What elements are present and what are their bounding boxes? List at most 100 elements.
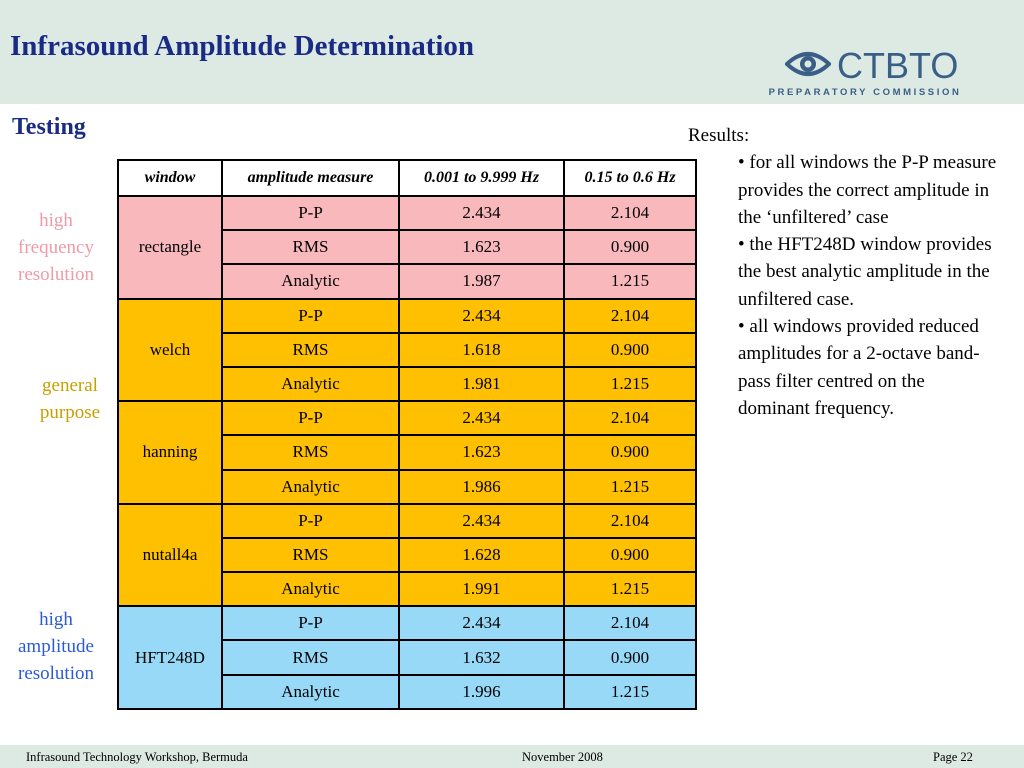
window-cell: rectangle	[117, 195, 223, 300]
value-cell: 2.104	[563, 400, 697, 437]
table-row: HFT248D P-P 2.434 2.104	[117, 605, 697, 710]
measure-cell: P-P	[221, 400, 400, 437]
group-rectangle: rectangle P-P 2.434 2.104 RMS 1.623 0.90…	[117, 194, 697, 300]
table-row: Analytic 1.996 1.215	[118, 673, 697, 710]
slide-title: Infrasound Amplitude Determination	[10, 30, 475, 62]
value-cell: 0.900	[563, 639, 697, 676]
results-heading: Results:	[688, 125, 750, 146]
table-row: Analytic 1.987 1.215	[118, 263, 697, 300]
value-cell: 1.986	[398, 468, 565, 505]
label-line: frequency	[18, 237, 94, 258]
measure-cell: RMS	[221, 536, 400, 574]
footer-date: November 2008	[522, 750, 603, 764]
value-cell: 2.434	[398, 502, 565, 539]
value-cell: 1.981	[398, 365, 565, 403]
header-band-full: 0.001 to 9.999 Hz	[398, 159, 565, 197]
section-heading: Testing	[12, 114, 86, 140]
value-cell: 2.434	[398, 194, 565, 232]
group-nutall4a: nutall4a P-P 2.434 2.104 RMS 1.628 0.900…	[117, 502, 697, 608]
table-row: rectangle P-P 2.434 2.104	[117, 194, 697, 300]
value-cell: 2.434	[398, 297, 565, 334]
value-cell: 1.215	[563, 673, 697, 710]
value-cell: 0.900	[563, 229, 697, 266]
table-header-row: window amplitude measure 0.001 to 9.999 …	[117, 159, 697, 197]
label-line: high	[39, 609, 73, 630]
result-item: • for all windows the P-P measure provid…	[738, 152, 997, 228]
value-cell: 1.215	[563, 468, 697, 505]
table-row: hanning P-P 2.434 2.104	[117, 400, 697, 505]
label-line: general	[42, 375, 98, 396]
footer-bar: Infrasound Technology Workshop, Bermuda …	[0, 745, 1024, 768]
value-cell: 1.991	[398, 571, 565, 608]
table-row: nutall4a P-P 2.434 2.104	[117, 502, 697, 608]
window-cell: welch	[117, 297, 223, 403]
value-cell: 2.434	[398, 605, 565, 642]
value-cell: 2.104	[563, 502, 697, 539]
window-cell: hanning	[117, 400, 223, 505]
value-cell: 1.618	[398, 331, 565, 368]
label-line: high	[39, 210, 73, 231]
table-row: Analytic 1.986 1.215	[118, 468, 697, 505]
measure-cell: P-P	[221, 297, 400, 334]
measure-cell: P-P	[221, 194, 400, 232]
measure-cell: P-P	[221, 605, 400, 642]
table-row: RMS 1.628 0.900	[118, 536, 697, 574]
table-row: RMS 1.618 0.900	[118, 331, 697, 368]
label-high-frequency-resolution: high frequency resolution	[6, 207, 106, 288]
value-cell: 1.623	[398, 229, 565, 266]
value-cell: 2.434	[398, 400, 565, 437]
label-general-purpose: general purpose	[20, 372, 120, 426]
table-row: RMS 1.623 0.900	[118, 434, 697, 471]
value-cell: 1.215	[563, 365, 697, 403]
measure-cell: P-P	[221, 502, 400, 539]
label-line: purpose	[39, 402, 101, 423]
measure-cell: Analytic	[221, 571, 400, 608]
logo-subtitle: PREPARATORY COMMISSION	[768, 87, 962, 98]
footer-event: Infrasound Technology Workshop, Bermuda	[26, 750, 248, 764]
header-amplitude-measure: amplitude measure	[221, 159, 400, 197]
header-bar: Infrasound Amplitude Determination CTBTO…	[0, 0, 1024, 104]
ctbto-logo: CTBTO PREPARATORY COMMISSION	[769, 42, 975, 102]
value-cell: 1.215	[563, 263, 697, 300]
value-cell: 1.623	[398, 434, 565, 471]
value-cell: 1.215	[563, 571, 697, 608]
label-high-amplitude-resolution: high amplitude resolution	[6, 606, 106, 687]
value-cell: 1.996	[398, 673, 565, 710]
result-item: • all windows provided reduced amplitude…	[738, 316, 980, 419]
measure-cell: Analytic	[221, 468, 400, 505]
label-line: amplitude	[18, 636, 94, 657]
table-row: RMS 1.632 0.900	[118, 639, 697, 676]
value-cell: 1.987	[398, 263, 565, 300]
table-row: RMS 1.623 0.900	[118, 229, 697, 266]
value-cell: 0.900	[563, 434, 697, 471]
window-cell: nutall4a	[117, 502, 223, 608]
value-cell: 0.900	[563, 331, 697, 368]
header-window: window	[117, 159, 223, 197]
measure-cell: Analytic	[221, 263, 400, 300]
measure-cell: Analytic	[221, 673, 400, 710]
group-hanning: hanning P-P 2.434 2.104 RMS 1.623 0.900 …	[117, 400, 697, 505]
value-cell: 2.104	[563, 605, 697, 642]
footer-page-number: Page 22	[933, 750, 973, 764]
value-cell: 1.628	[398, 536, 565, 574]
group-welch: welch P-P 2.434 2.104 RMS 1.618 0.900 An…	[117, 297, 697, 403]
value-cell: 1.632	[398, 639, 565, 676]
header-band-filtered: 0.15 to 0.6 Hz	[563, 159, 697, 197]
value-cell: 2.104	[563, 194, 697, 232]
value-cell: 2.104	[563, 297, 697, 334]
table-row: Analytic 1.991 1.215	[118, 571, 697, 608]
result-item: • the HFT248D window provides the best a…	[738, 234, 992, 310]
logo-name: CTBTO	[837, 45, 959, 86]
measure-cell: RMS	[221, 434, 400, 471]
window-cell: HFT248D	[117, 605, 223, 710]
measure-cell: RMS	[221, 229, 400, 266]
measure-cell: RMS	[221, 331, 400, 368]
eye-logo-icon	[785, 52, 831, 76]
label-line: resolution	[18, 264, 94, 285]
table-row: welch P-P 2.434 2.104	[117, 297, 697, 403]
results-panel: Results: • for all windows the P-P measu…	[688, 122, 998, 422]
group-hft248d: HFT248D P-P 2.434 2.104 RMS 1.632 0.900 …	[117, 605, 697, 710]
table-row: Analytic 1.981 1.215	[118, 365, 697, 403]
results-list: • for all windows the P-P measure provid…	[688, 149, 998, 422]
label-line: resolution	[18, 663, 94, 684]
